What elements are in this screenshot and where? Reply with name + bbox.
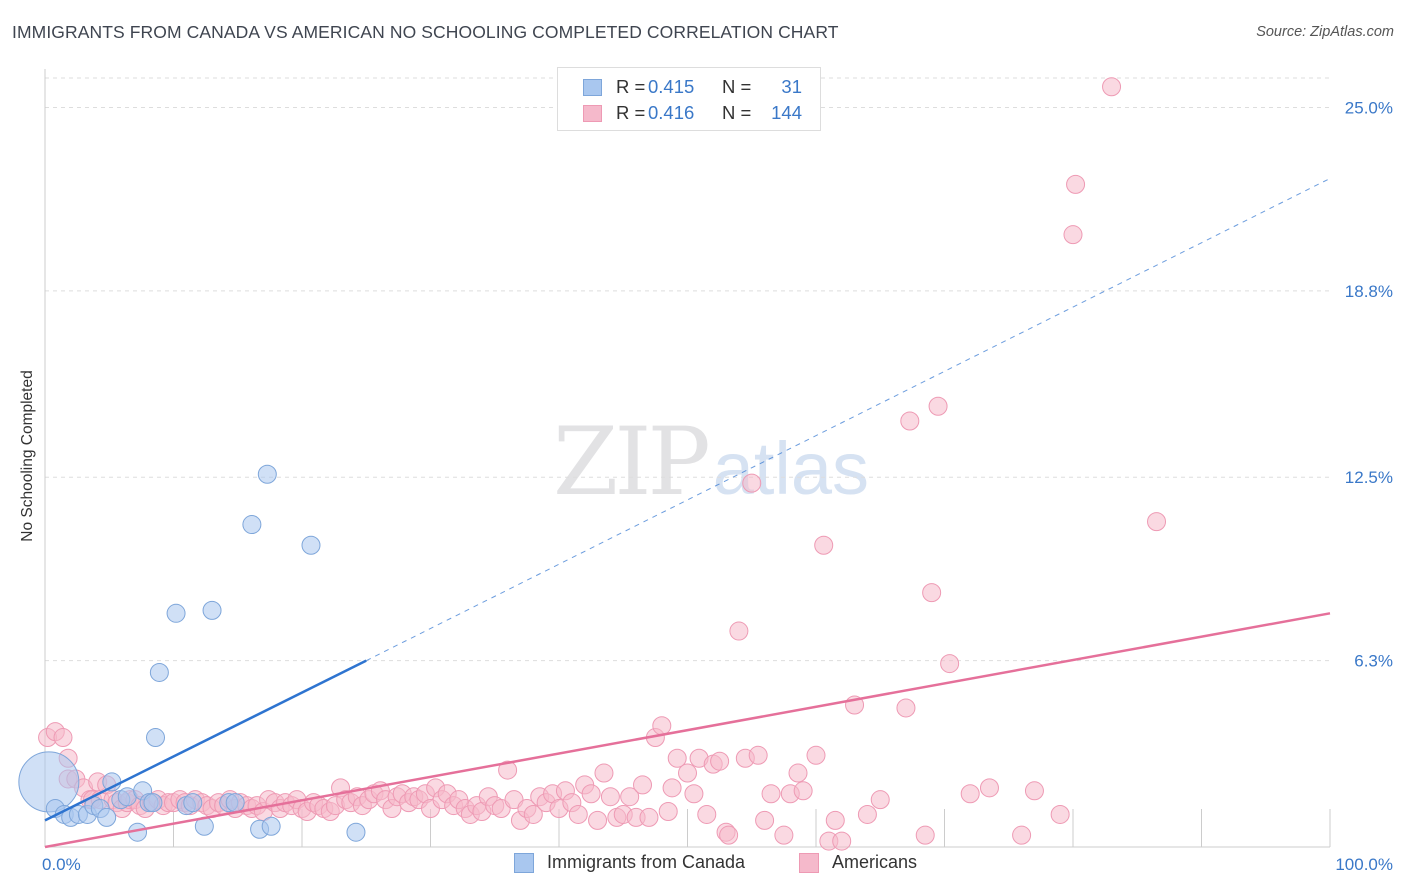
- data-point-americans: [940, 654, 960, 674]
- data-point-canada: [301, 535, 321, 555]
- data-point-americans: [761, 784, 781, 804]
- data-point-canada: [225, 793, 245, 813]
- data-point-americans: [922, 583, 942, 603]
- series-swatch-americans: [799, 852, 819, 873]
- x-tick-label: 0.0%: [42, 855, 81, 874]
- source-label: Source: ZipAtlas.com: [1256, 24, 1394, 40]
- data-point-canada: [202, 600, 222, 620]
- data-point-americans: [684, 784, 704, 804]
- data-point-americans: [825, 810, 845, 830]
- data-point-americans: [806, 745, 826, 765]
- data-point-canada: [257, 464, 277, 484]
- series-legend-item-canada: Immigrants from Canada: [514, 852, 745, 873]
- data-point-canada: [97, 807, 117, 827]
- data-point-canada: [242, 515, 262, 535]
- data-point-americans: [581, 784, 601, 804]
- data-point-canada: [183, 793, 203, 813]
- legend-row-americans: R = 0.416 N = 144: [558, 100, 802, 126]
- trend-extension-canada: [366, 178, 1331, 662]
- data-point-americans: [928, 396, 948, 416]
- y-tick-label: 25.0%: [1345, 98, 1393, 117]
- data-point-americans: [870, 790, 890, 810]
- data-point-americans: [719, 825, 739, 845]
- watermark-atlas: atlas: [712, 427, 870, 510]
- data-point-americans: [1147, 512, 1167, 532]
- correlation-legend: R = 0.415 N = 31 R = 0.416 N = 144: [557, 67, 821, 131]
- data-point-americans: [1066, 174, 1086, 194]
- legend-n-value: 31: [781, 76, 802, 97]
- data-point-americans: [667, 748, 687, 768]
- data-point-canada: [346, 822, 366, 842]
- data-point-americans: [793, 781, 813, 801]
- data-point-americans: [832, 831, 852, 851]
- data-point-americans: [568, 804, 588, 824]
- trend-line-americans: [44, 612, 1331, 849]
- series-legend: Immigrants from Canada Americans: [0, 852, 1406, 878]
- trend-line-canada: [44, 659, 367, 822]
- watermark-zip: ZIP: [553, 408, 711, 517]
- data-point-americans: [1024, 781, 1044, 801]
- data-point-canada: [146, 728, 166, 748]
- data-point-americans: [1050, 804, 1070, 824]
- series-label-canada: Immigrants from Canada: [547, 852, 746, 872]
- data-point-americans: [600, 787, 620, 807]
- data-point-americans: [620, 787, 640, 807]
- data-point-canada: [166, 603, 186, 623]
- data-point-americans: [53, 728, 73, 748]
- data-point-americans: [678, 763, 697, 783]
- data-point-americans: [896, 698, 916, 718]
- series-swatch-canada: [514, 852, 534, 873]
- legend-n-label: N =: [722, 102, 752, 123]
- data-point-americans: [633, 775, 653, 795]
- data-point-americans: [1102, 77, 1122, 97]
- data-point-americans: [788, 763, 808, 783]
- data-point-americans: [658, 802, 678, 822]
- watermark: ZIPatlas: [553, 408, 869, 517]
- data-point-americans: [979, 778, 999, 798]
- data-point-americans: [1063, 225, 1083, 245]
- legend-swatch-canada: [583, 78, 602, 96]
- y-tick-label: 12.5%: [1345, 468, 1393, 487]
- legend-r-label: R =: [616, 76, 646, 97]
- data-point-americans: [498, 760, 518, 780]
- data-point-americans: [652, 716, 672, 736]
- series-legend-item-americans: Americans: [799, 852, 917, 873]
- data-point-americans: [588, 810, 608, 830]
- data-point-americans: [742, 473, 762, 493]
- data-point-americans: [748, 745, 768, 765]
- data-point-americans: [594, 763, 614, 783]
- data-point-canada: [149, 662, 169, 682]
- data-point-americans: [915, 825, 935, 845]
- data-point-americans: [857, 804, 877, 824]
- data-point-americans: [729, 621, 749, 641]
- legend-r-value: 0.415: [648, 76, 695, 97]
- y-tick-label: 6.3%: [1354, 652, 1393, 671]
- series-label-americans: Americans: [832, 852, 918, 872]
- legend-r-value: 0.416: [648, 102, 695, 123]
- legend-swatch-americans: [583, 104, 602, 122]
- data-point-americans: [755, 810, 775, 830]
- x-tick-label: 100.0%: [1335, 855, 1393, 874]
- legend-n-label: N =: [722, 76, 752, 97]
- data-point-americans: [1012, 825, 1032, 845]
- data-point-americans: [639, 807, 659, 827]
- data-point-americans: [710, 751, 730, 771]
- legend-n-value: 144: [771, 102, 802, 123]
- data-point-canada: [143, 793, 163, 813]
- data-point-americans: [774, 825, 794, 845]
- legend-row-canada: R = 0.415 N = 31: [558, 74, 802, 100]
- legend-r-label: R =: [616, 102, 646, 123]
- data-point-americans: [697, 804, 717, 824]
- chart-title: IMMIGRANTS FROM CANADA VS AMERICAN NO SC…: [12, 22, 839, 42]
- data-point-americans: [662, 778, 682, 798]
- data-point-canada: [261, 816, 281, 836]
- data-point-americans: [523, 804, 543, 824]
- y-tick-label: 18.8%: [1345, 282, 1393, 301]
- data-point-americans: [960, 784, 980, 804]
- data-point-americans: [900, 411, 920, 431]
- data-point-americans: [814, 535, 834, 555]
